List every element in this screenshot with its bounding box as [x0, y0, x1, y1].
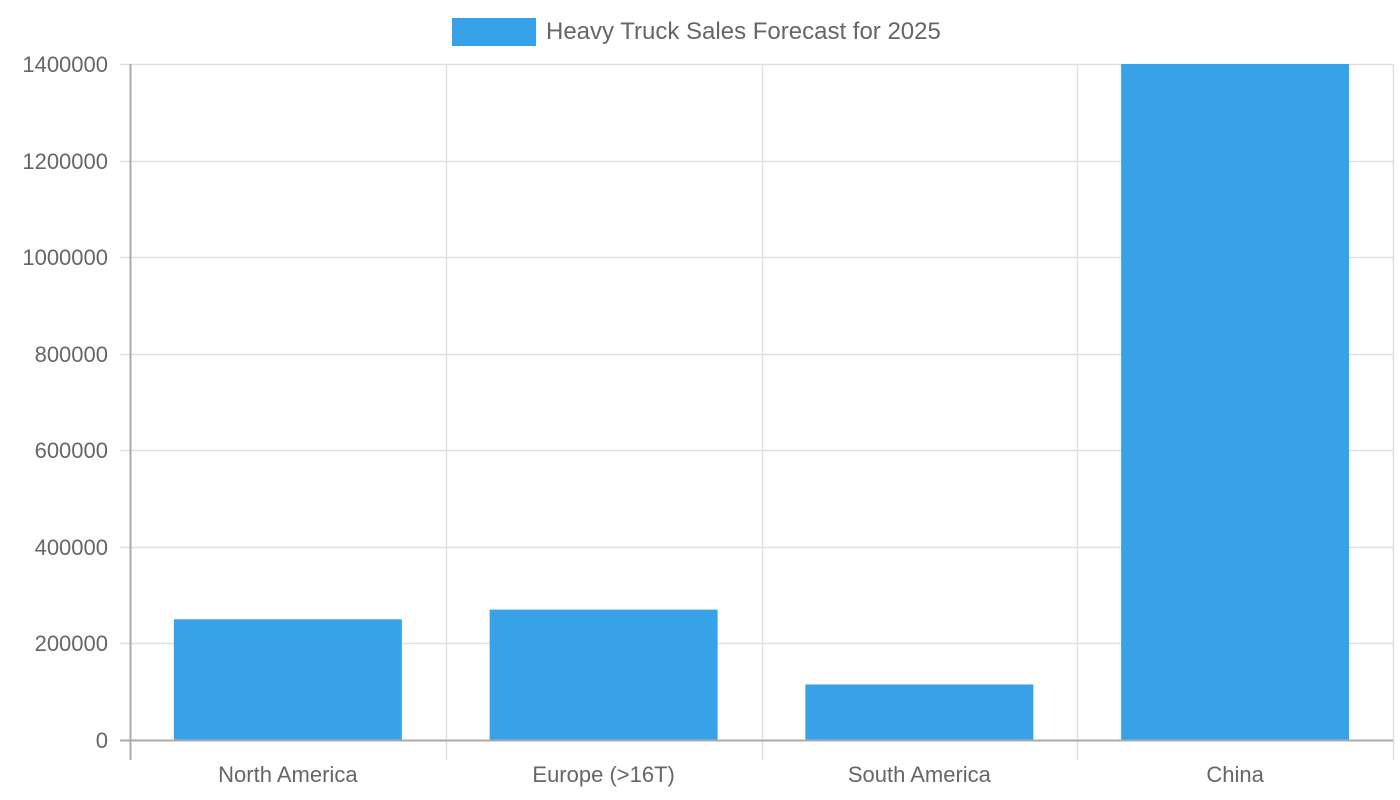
y-tick-label: 600000 — [34, 437, 108, 463]
bar[interactable] — [805, 684, 1034, 740]
axes — [120, 63, 1393, 760]
x-tick-label: North America — [218, 762, 358, 787]
x-tick-label: Europe (>16T) — [532, 762, 675, 787]
x-tick-label: China — [1206, 762, 1264, 787]
x-tick-label: South America — [847, 762, 991, 787]
bars — [173, 64, 1350, 740]
bar[interactable] — [489, 609, 718, 740]
y-tick-label: 1200000 — [22, 148, 108, 174]
y-tick-label: 400000 — [34, 534, 108, 560]
y-tick-label: 0 — [95, 727, 108, 753]
legend-swatch — [452, 18, 536, 46]
chart-legend[interactable]: Heavy Truck Sales Forecast for 2025 — [452, 18, 941, 46]
bar[interactable] — [1121, 64, 1350, 740]
y-tick-label: 1000000 — [22, 244, 108, 270]
y-tick-label: 800000 — [34, 341, 108, 367]
bar[interactable] — [173, 619, 402, 740]
y-tick-label: 200000 — [34, 630, 108, 656]
legend-label: Heavy Truck Sales Forecast for 2025 — [546, 18, 941, 45]
y-tick-label: 1400000 — [22, 51, 108, 77]
